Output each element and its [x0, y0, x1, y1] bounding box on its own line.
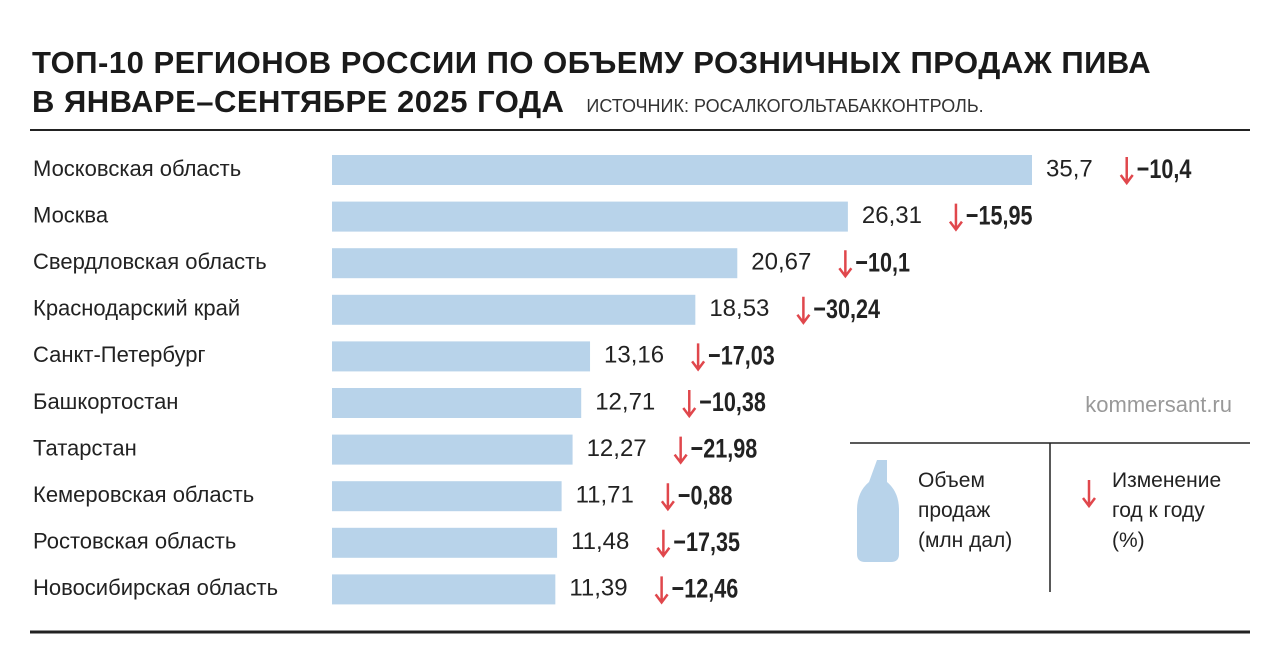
change-label: −10,38 [699, 388, 766, 418]
change-label: −10,1 [855, 248, 910, 278]
value-label: 11,39 [569, 575, 627, 602]
bar [332, 341, 591, 372]
value-label: 20,67 [751, 249, 811, 276]
bar [332, 155, 1032, 185]
value-label: 18,53 [709, 295, 769, 322]
legend-label: Объем продаж (млн дал) [918, 469, 1013, 552]
category-label: Московская область [33, 156, 241, 181]
change-arrow [682, 390, 697, 419]
change-arrow [654, 576, 669, 605]
change-label: −10,4 [1137, 155, 1192, 185]
bar [332, 201, 848, 232]
value-label: 26,31 [862, 202, 922, 229]
change-arrow [656, 529, 671, 558]
change-label: −17,35 [673, 528, 740, 558]
change-arrow [796, 296, 811, 325]
chart-title: В ЯНВАРЕ–СЕНТЯБРЕ 2025 ГОДА [32, 84, 565, 119]
change-label: −17,03 [708, 341, 775, 371]
change-label: −12,46 [672, 574, 739, 604]
bar [332, 248, 738, 279]
category-label: Новосибирская область [33, 575, 278, 600]
change-label: −21,98 [691, 435, 758, 465]
value-label: 12,27 [587, 435, 647, 462]
value-label: 12,71 [595, 388, 655, 415]
chart-title-line: В ЯНВАРЕ–СЕНТЯБРЕ 2025 ГОДА ИСТОЧНИК: РОС… [32, 84, 984, 120]
change-label: −0,88 [678, 481, 733, 511]
bar [332, 527, 558, 558]
bottle-icon [857, 460, 899, 562]
change-arrow [673, 436, 688, 465]
bar [332, 388, 582, 418]
credit: kommersant.ru [1085, 392, 1232, 417]
category-label: Кемеровская область [33, 482, 254, 507]
change-arrow [1119, 157, 1134, 186]
bar [332, 481, 562, 512]
value-label: 11,71 [576, 482, 634, 509]
category-label: Свердловская область [33, 249, 267, 274]
change-arrow [948, 203, 963, 232]
category-label: Санкт-Петербург [33, 342, 206, 367]
change-arrow [1082, 480, 1096, 509]
change-label: −30,24 [813, 295, 880, 325]
category-label: Ростовская область [33, 529, 236, 554]
bar [332, 574, 556, 605]
bar [332, 294, 696, 325]
change-arrow [660, 483, 675, 512]
legend-label: Изменение год к году (%) [1112, 469, 1222, 552]
change-arrow [691, 343, 706, 372]
source: ИСТОЧНИК: РОСАЛКОГОЛЬТАБАККОНТРОЛЬ. [586, 96, 984, 116]
value-label: 11,48 [571, 528, 629, 555]
category-label: Башкортостан [33, 389, 178, 414]
value-label: 13,16 [604, 342, 664, 369]
value-label: 35,7 [1046, 155, 1093, 182]
chart-title: ТОП-10 РЕГИОНОВ РОССИИ ПО ОБЪЕМУ РОЗНИЧН… [32, 45, 1152, 80]
change-label: −15,95 [966, 202, 1033, 232]
category-label: Москва [33, 202, 109, 227]
category-label: Татарстан [33, 435, 137, 460]
category-label: Краснодарский край [33, 296, 240, 321]
bar [332, 434, 573, 465]
change-arrow [838, 250, 853, 279]
